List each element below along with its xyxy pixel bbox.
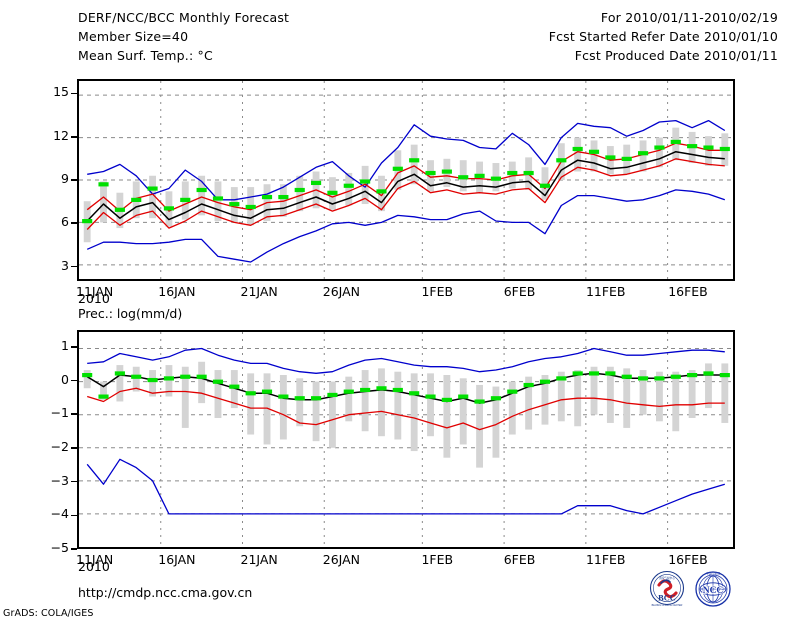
ncc-logo: NCC 中国气象局 bbox=[692, 568, 734, 610]
precipitation-ytick-label: −3 bbox=[50, 472, 69, 488]
precipitation-ytick-mark bbox=[71, 514, 77, 517]
fcst-produced-label: Fcst Produced Date 2010/01/11 bbox=[574, 48, 778, 63]
precipitation-ytick-mark bbox=[71, 413, 77, 416]
temperature-plot-panel bbox=[77, 79, 735, 281]
precipitation-plot-panel bbox=[77, 330, 735, 549]
temperature-xtick-label: 11FEB bbox=[585, 284, 626, 299]
temperature-ytick-label: 6 bbox=[61, 214, 69, 230]
bottom-panel-variable-label: Prec.: log(mm/d) bbox=[78, 306, 183, 321]
website-url[interactable]: http://cmdp.ncc.cma.gov.cn bbox=[78, 585, 253, 600]
temperature-ytick-label: 9 bbox=[61, 171, 69, 186]
fcst-started-label: Fcst Started Refer Date 2010/01/10 bbox=[548, 29, 778, 44]
precipitation-xtick-label: 11JAN bbox=[76, 552, 114, 567]
precipitation-xtick-label: 16FEB bbox=[668, 552, 708, 567]
precipitation-xtick-label: 11FEB bbox=[585, 552, 626, 567]
top-panel-variable-label: Mean Surf. Temp.: °C bbox=[78, 48, 213, 63]
precipitation-xtick-label: 6FEB bbox=[503, 552, 536, 567]
temperature-ytick-mark bbox=[71, 92, 77, 95]
temperature-xtick-label: 1FEB bbox=[421, 284, 454, 299]
precipitation-ytick-mark bbox=[71, 548, 77, 550]
precipitation-plot-svg bbox=[79, 332, 733, 547]
precipitation-ytick-label: −5 bbox=[50, 540, 69, 555]
precipitation-ytick-mark bbox=[71, 379, 77, 382]
temperature-plot-svg bbox=[79, 81, 733, 279]
temperature-xtick-label: 6FEB bbox=[503, 284, 536, 299]
temperature-xtick-label: 21JAN bbox=[240, 284, 278, 299]
svg-text:BEIJING CLIMATE CENTER: BEIJING CLIMATE CENTER bbox=[652, 604, 683, 607]
svg-text:NCC: NCC bbox=[703, 586, 724, 596]
bcc-logo: BCC 国家气候中心 BEIJING CLIMATE CENTER bbox=[646, 568, 688, 610]
svg-text:BCC: BCC bbox=[658, 594, 676, 603]
precipitation-ytick-label: 1 bbox=[61, 337, 69, 353]
precipitation-ytick-label: −4 bbox=[50, 506, 69, 522]
svg-text:国家气候中心: 国家气候中心 bbox=[659, 576, 675, 580]
precipitation-ytick-label: −1 bbox=[50, 405, 69, 421]
member-size-label: Member Size=40 bbox=[78, 29, 189, 44]
precipitation-ytick-mark bbox=[71, 480, 77, 483]
temperature-ytick-mark bbox=[71, 265, 77, 268]
temperature-xtick-label: 26JAN bbox=[322, 284, 361, 299]
x-axis-year-label-bottom: 2010 bbox=[78, 559, 110, 574]
svg-text:中国气象局: 中国气象局 bbox=[706, 571, 720, 575]
temperature-ytick-mark bbox=[71, 222, 77, 225]
temperature-ytick-mark bbox=[71, 179, 77, 181]
precipitation-ytick-label: 0 bbox=[61, 371, 69, 387]
temperature-xtick-label: 16FEB bbox=[668, 284, 708, 299]
forecast-period-label: For 2010/01/11-2010/02/19 bbox=[600, 10, 778, 25]
precipitation-xtick-label: 16JAN bbox=[158, 552, 196, 567]
precipitation-ytick-label: −2 bbox=[50, 438, 69, 454]
page-title: DERF/NCC/BCC Monthly Forecast bbox=[78, 10, 290, 25]
temperature-ytick-label: 3 bbox=[61, 257, 69, 273]
temperature-ytick-mark bbox=[71, 135, 77, 138]
temperature-xtick-label: 16JAN bbox=[158, 284, 196, 299]
precipitation-xtick-label: 26JAN bbox=[322, 552, 361, 567]
precipitation-xtick-label: 21JAN bbox=[240, 552, 278, 567]
x-axis-year-label-top: 2010 bbox=[78, 291, 110, 306]
grads-credit: GrADS: COLA/IGES bbox=[3, 608, 94, 619]
temperature-ytick-label: 12 bbox=[53, 127, 69, 143]
precipitation-ytick-mark bbox=[71, 447, 77, 449]
temperature-ytick-label: 15 bbox=[53, 84, 69, 100]
temperature-xtick-label: 11JAN bbox=[76, 284, 114, 299]
precipitation-xtick-label: 1FEB bbox=[421, 552, 454, 567]
precipitation-ytick-mark bbox=[71, 346, 77, 348]
